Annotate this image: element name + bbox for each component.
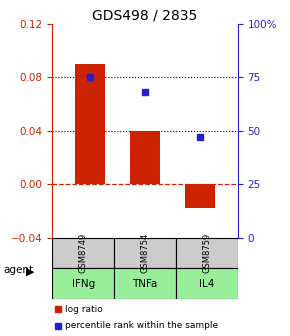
Text: percentile rank within the sample: percentile rank within the sample — [65, 322, 218, 330]
Bar — [176, 268, 238, 299]
Bar — [114, 238, 176, 268]
Text: GSM8759: GSM8759 — [202, 233, 211, 273]
Text: TNFa: TNFa — [132, 279, 158, 289]
Bar — [184, 184, 215, 208]
Text: log ratio: log ratio — [65, 304, 103, 313]
Bar — [114, 268, 176, 299]
Bar — [75, 64, 106, 184]
Text: agent: agent — [3, 265, 33, 276]
Text: GSM8749: GSM8749 — [79, 233, 88, 273]
Bar — [176, 238, 238, 268]
Bar — [52, 268, 114, 299]
Bar — [52, 238, 114, 268]
Text: GSM8754: GSM8754 — [140, 233, 150, 273]
Text: ▶: ▶ — [26, 266, 35, 276]
Bar — [130, 131, 160, 184]
Text: IFNg: IFNg — [72, 279, 95, 289]
Text: IL4: IL4 — [199, 279, 215, 289]
Title: GDS498 / 2835: GDS498 / 2835 — [93, 8, 197, 23]
